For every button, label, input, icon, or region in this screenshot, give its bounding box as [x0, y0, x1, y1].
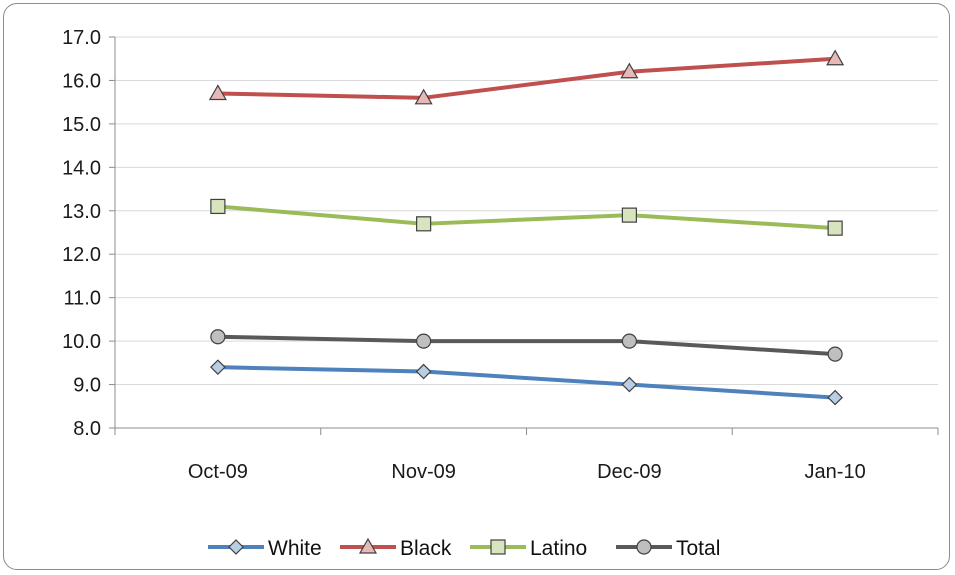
data-point-white [415, 363, 432, 380]
series-total [210, 329, 843, 362]
series-line-latino [217, 204, 836, 231]
series-black [208, 49, 845, 105]
data-point-total [416, 333, 432, 349]
data-point-total [621, 333, 637, 349]
y-tick-label: 17.0 [62, 27, 101, 49]
legend-marker [636, 539, 652, 555]
y-tick-label: 13.0 [62, 201, 101, 223]
data-point-latino [621, 207, 637, 223]
data-point-black [208, 84, 227, 101]
legend-item-black: Black [340, 537, 452, 560]
y-tick-label: 12.0 [62, 244, 101, 266]
x-tick-label: Jan-10 [805, 461, 866, 483]
legend-label: Black [400, 537, 452, 560]
y-tick-label: 11.0 [64, 288, 101, 310]
data-point-black [414, 88, 433, 105]
y-tick-label: 16.0 [62, 70, 101, 92]
data-point-latino [210, 198, 226, 215]
data-point-total [210, 329, 226, 345]
y-tick-label: 15.0 [62, 114, 101, 136]
data-point-latino [416, 216, 432, 232]
legend-marker [358, 537, 378, 554]
line-chart: 8.0 9.0 10.0 11.0 12.0 13.0 14.0 15.0 16.0 17.0 Oc… [62, 27, 939, 560]
data-point-black [620, 62, 639, 79]
data-point-white [621, 376, 638, 393]
legend-label: Total [676, 537, 720, 560]
series-lines [208, 49, 845, 406]
data-point-black [826, 49, 845, 66]
y-tick-label: 14.0 [62, 157, 101, 179]
x-tick-label: Oct-09 [188, 461, 248, 483]
data-point-total [827, 346, 843, 362]
series-line-white [217, 365, 836, 400]
axes: 8.0 9.0 10.0 11.0 12.0 13.0 14.0 15.0 16.0 17.0 Oc… [62, 27, 939, 483]
y-tick-label: 10.0 [62, 331, 101, 353]
series-line-black [217, 56, 836, 100]
legend-marker [228, 539, 244, 555]
series-line-total [217, 334, 836, 357]
chart-frame: 8.0 9.0 10.0 11.0 12.0 13.0 14.0 15.0 16.0 17.0 Oc… [3, 3, 950, 570]
data-point-white [827, 389, 843, 406]
legend-label: White [268, 537, 322, 560]
x-tick-label: Nov-09 [391, 461, 455, 483]
y-tick-label: 9.0 [73, 375, 101, 397]
series-white [210, 359, 843, 406]
data-point-white [210, 359, 226, 376]
data-point-latino [827, 220, 843, 236]
legend-item-total: Total [616, 537, 720, 560]
legend-marker [490, 539, 506, 555]
series-latino [210, 198, 843, 236]
legend-item-white: White [208, 537, 322, 560]
legend-item-latino: Latino [470, 537, 587, 560]
y-tick-label: 8.0 [73, 418, 101, 440]
legend: White Black Latino Total [208, 537, 720, 560]
legend-label: Latino [530, 537, 587, 560]
gridlines [115, 36, 938, 386]
x-tick-label: Dec-09 [597, 461, 661, 483]
